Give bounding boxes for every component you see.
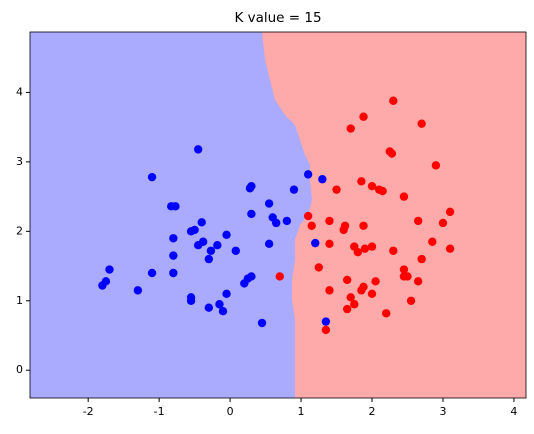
y-tick-label: 2 — [16, 224, 23, 237]
point — [359, 112, 368, 121]
y-tick-label: 3 — [16, 155, 23, 168]
point — [382, 309, 391, 318]
point — [325, 216, 334, 226]
point — [340, 221, 350, 230]
point — [357, 177, 366, 186]
point — [321, 317, 331, 326]
marks — [98, 96, 455, 335]
point — [445, 207, 455, 217]
point — [417, 119, 426, 128]
point — [169, 268, 178, 278]
y-tick-label: 4 — [16, 85, 23, 98]
point — [257, 318, 267, 328]
point — [403, 272, 412, 281]
y-tick-label: 0 — [16, 363, 23, 376]
point — [147, 172, 157, 182]
point — [367, 242, 377, 251]
x-tick-label: 0 — [227, 405, 234, 418]
point — [186, 296, 196, 305]
point — [325, 239, 334, 249]
point — [318, 175, 327, 184]
point — [342, 275, 352, 285]
point — [169, 251, 178, 260]
point — [311, 238, 320, 248]
point — [431, 161, 441, 170]
point — [413, 216, 423, 226]
point — [346, 293, 355, 302]
point — [406, 296, 416, 305]
point — [193, 145, 203, 154]
point — [314, 263, 324, 272]
point — [346, 124, 355, 133]
point — [399, 265, 409, 274]
point — [213, 241, 222, 250]
point — [438, 218, 448, 228]
point — [245, 184, 255, 193]
point — [264, 239, 274, 249]
region-1 — [262, 32, 526, 398]
point — [367, 181, 377, 191]
x-tick-label: 4 — [510, 405, 517, 418]
point — [350, 300, 359, 309]
chart-title: K value = 15 — [234, 10, 321, 26]
point — [378, 186, 387, 196]
point — [367, 289, 377, 299]
point — [359, 221, 368, 230]
point — [289, 185, 299, 194]
point — [275, 272, 284, 281]
point — [325, 286, 334, 295]
point — [272, 218, 281, 228]
point — [332, 185, 341, 194]
point — [389, 96, 398, 105]
point — [342, 304, 352, 314]
point — [307, 221, 316, 230]
point — [303, 170, 313, 179]
point — [303, 211, 313, 221]
point — [417, 254, 426, 264]
point — [204, 254, 214, 264]
point — [147, 268, 157, 278]
point — [399, 192, 409, 201]
x-tick-label: -1 — [154, 405, 165, 418]
point — [198, 237, 208, 246]
point — [359, 282, 368, 292]
point — [321, 325, 331, 335]
point — [264, 199, 274, 208]
point — [218, 306, 228, 316]
point — [215, 300, 224, 309]
point — [360, 244, 370, 253]
point — [105, 265, 114, 274]
point — [240, 279, 249, 288]
point — [204, 303, 214, 312]
point — [353, 247, 363, 257]
y-tick-label: 1 — [16, 294, 23, 307]
point — [206, 246, 216, 255]
x-tick-label: 2 — [369, 405, 376, 418]
point — [428, 237, 437, 246]
point — [171, 202, 180, 211]
point — [133, 286, 143, 295]
point — [282, 216, 292, 226]
point — [413, 277, 423, 286]
point — [371, 277, 380, 286]
point — [186, 227, 196, 236]
point — [445, 244, 455, 253]
point — [247, 209, 256, 219]
x-tick-label: -2 — [83, 405, 94, 418]
point — [231, 246, 240, 255]
x-tick-label: 1 — [298, 405, 305, 418]
point — [197, 218, 206, 227]
point — [169, 234, 178, 243]
point — [222, 230, 231, 239]
point — [387, 149, 397, 158]
point — [389, 246, 398, 255]
plot-frame — [29, 31, 527, 399]
point — [98, 281, 107, 290]
x-tick-label: 3 — [439, 405, 446, 418]
point — [222, 289, 231, 299]
